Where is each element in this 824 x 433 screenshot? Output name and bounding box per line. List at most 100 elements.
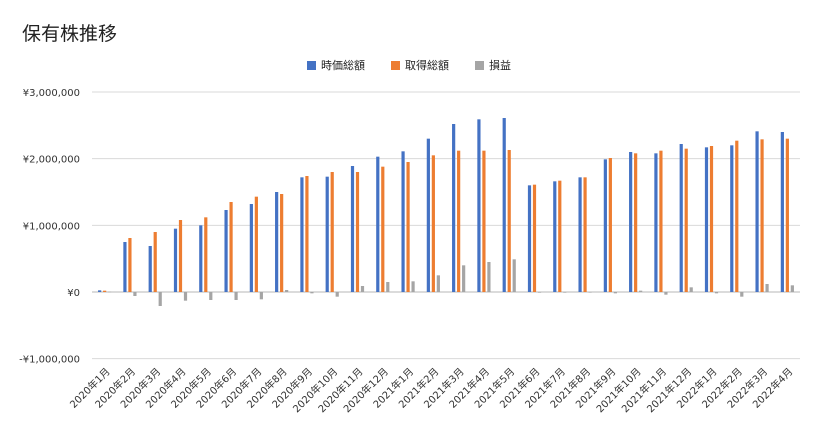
y-tick-label: ¥1,000,000 [23, 221, 80, 232]
bar-0-23 [679, 144, 683, 292]
bar-2-12 [411, 281, 415, 292]
bar-1-12 [406, 162, 410, 292]
bar-0-16 [502, 118, 506, 292]
bar-2-0 [108, 291, 112, 293]
bar-2-11 [386, 282, 390, 292]
chart-title: 保有株推移 [22, 23, 117, 45]
legend-item-2-label: 損益 [489, 58, 511, 72]
bar-2-10 [360, 286, 365, 292]
bar-0-11 [376, 156, 380, 292]
bar-0-3 [173, 228, 178, 292]
bar-0-19 [578, 177, 582, 292]
bar-2-14 [462, 265, 466, 292]
bar-2-19 [588, 292, 592, 293]
bar-2-4 [209, 292, 213, 300]
legend-item-0-label: 時価総額 [321, 58, 365, 72]
bar-1-21 [634, 153, 638, 292]
legend: 時価総額 取得総額 損益 [307, 58, 511, 72]
legend-item-1-swatch [391, 61, 400, 70]
y-tick-label: -¥1,000,000 [19, 355, 80, 366]
bar-2-24 [714, 292, 719, 294]
bar-1-23 [684, 148, 688, 292]
y-tick-label: ¥2,000,000 [23, 155, 80, 166]
bar-1-15 [482, 150, 486, 292]
bar-2-16 [512, 259, 516, 292]
bar-2-27 [790, 285, 794, 292]
bar-1-3 [178, 220, 183, 292]
bar-0-26 [755, 131, 759, 292]
bar-1-26 [760, 139, 764, 292]
bar-1-9 [330, 172, 334, 292]
bar-2-26 [765, 284, 769, 292]
bar-0-21 [629, 152, 633, 292]
bar-1-19 [583, 177, 587, 292]
bar-1-8 [305, 176, 309, 292]
bar-0-13 [426, 138, 430, 292]
gridlines [92, 91, 800, 360]
bar-1-27 [785, 138, 789, 292]
bar-1-11 [381, 166, 385, 292]
bar-2-13 [436, 275, 440, 292]
bar-0-17 [527, 185, 532, 292]
bar-0-10 [350, 166, 355, 292]
bar-1-16 [507, 150, 511, 292]
bar-0-24 [704, 147, 709, 292]
x-axis: 2020年1月2020年2月2020年3月2020年4月2020年5月2020年… [67, 365, 796, 415]
bar-2-15 [487, 262, 491, 292]
bar-0-8 [300, 177, 304, 292]
bar-0-6 [249, 204, 253, 292]
bar-0-22 [654, 153, 658, 292]
bar-1-14 [457, 150, 461, 292]
bar-0-18 [553, 181, 557, 292]
bar-0-15 [477, 119, 481, 292]
bar-0-20 [603, 159, 607, 292]
bar-2-8 [310, 292, 314, 294]
bar-1-10 [355, 172, 360, 292]
bar-1-18 [558, 180, 562, 292]
bar-2-3 [183, 292, 188, 301]
bar-2-9 [335, 292, 339, 297]
bar-0-1 [123, 242, 127, 292]
bars [98, 118, 794, 306]
bar-0-2 [148, 246, 152, 292]
bar-0-12 [401, 151, 405, 292]
bar-0-4 [199, 225, 203, 292]
bar-1-4 [204, 217, 208, 292]
bar-2-5 [234, 292, 238, 300]
bar-2-23 [689, 287, 693, 292]
bar-2-1 [133, 292, 137, 296]
bar-2-18 [563, 292, 567, 293]
bar-2-25 [740, 292, 744, 297]
y-axis: ¥3,000,000 ¥2,000,000 ¥1,000,000 ¥0 -¥1,000,… [19, 88, 80, 366]
bar-1-6 [254, 196, 258, 292]
bar-0-7 [275, 192, 279, 292]
bar-1-13 [431, 155, 435, 292]
bar-1-25 [735, 140, 739, 292]
bar-2-2 [158, 292, 162, 306]
bar-0-25 [730, 145, 734, 292]
bar-1-20 [608, 158, 612, 292]
bar-1-2 [153, 232, 157, 292]
legend-item-1-label: 取得総額 [405, 58, 449, 72]
y-tick-label: ¥0 [67, 288, 80, 299]
bar-1-0 [103, 290, 107, 292]
bar-0-27 [780, 132, 784, 292]
bar-1-24 [709, 146, 714, 292]
bar-0-0 [98, 290, 102, 292]
bar-2-21 [639, 290, 643, 292]
bar-2-20 [613, 292, 617, 294]
bar-0-9 [325, 176, 329, 292]
bar-0-5 [224, 210, 228, 292]
bar-1-22 [659, 150, 663, 292]
bar-1-7 [280, 194, 284, 292]
bar-2-17 [537, 292, 542, 293]
legend-item-0-swatch [307, 61, 316, 70]
bar-2-22 [664, 292, 668, 295]
bar-0-14 [452, 124, 456, 292]
bar-1-1 [128, 238, 132, 292]
bar-2-6 [259, 292, 263, 300]
bar-1-17 [532, 184, 537, 292]
y-tick-label: ¥3,000,000 [23, 88, 80, 99]
bar-1-5 [229, 202, 233, 292]
